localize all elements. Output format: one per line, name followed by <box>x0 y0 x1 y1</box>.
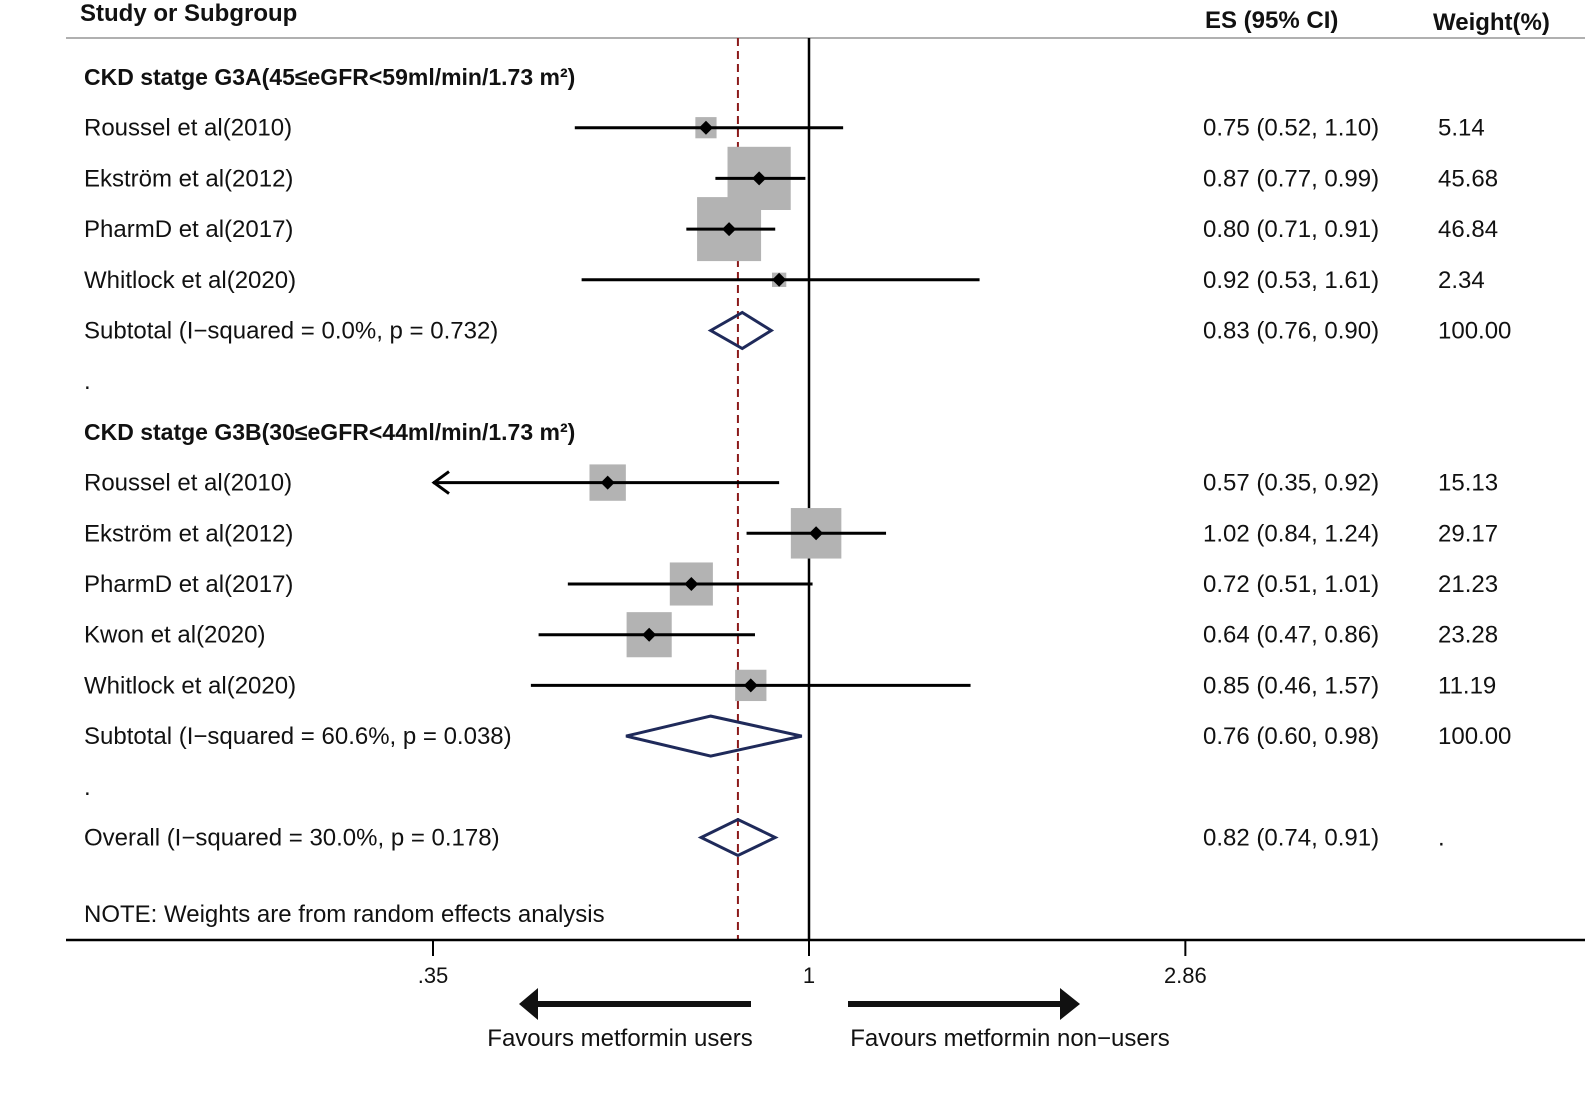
es-value: 0.83 (0.76, 0.90) <box>1203 318 1379 345</box>
subgroup-label: CKD statge G3B(30≤eGFR<44ml/min/1.73 m²) <box>84 419 575 445</box>
es-values: 0.75 (0.52, 1.10) 0.87 (0.77, 0.99) 0.80 (… <box>1203 115 1379 852</box>
es-value: 0.85 (0.46, 1.57) <box>1203 672 1379 699</box>
row-label: PharmD et al(2017) <box>84 571 293 598</box>
es-value: 0.76 (0.60, 0.98) <box>1203 723 1379 750</box>
weight-values: 5.14 45.68 46.84 2.34 100.00 15.13 29.17 21.23 2… <box>1438 115 1511 852</box>
point-estimate <box>809 526 824 541</box>
row-label: Ekström et al(2012) <box>84 165 293 192</box>
row-label: Subtotal (I−squared = 60.6%, p = 0.038) <box>84 723 512 750</box>
weight-value: 15.13 <box>1438 470 1498 497</box>
x-axis: .35 1 2.86 <box>66 938 1585 988</box>
row-label: PharmD et al(2017) <box>84 216 293 243</box>
weight-value: 46.84 <box>1438 216 1498 243</box>
row-label: Whitlock et al(2020) <box>84 672 296 699</box>
row-label: Roussel et al(2010) <box>84 470 292 497</box>
study-column-header: Study or Subgroup <box>80 0 297 27</box>
es-value: 1.02 (0.84, 1.24) <box>1203 520 1379 547</box>
plot-marks <box>431 117 980 858</box>
weight-value: 21.23 <box>1438 571 1498 598</box>
favours-right-arrow <box>848 988 1080 1020</box>
weight-value: 100.00 <box>1438 723 1511 750</box>
weight-value: 5.14 <box>1438 115 1485 142</box>
overall-diamond <box>697 817 779 858</box>
x-tick-label: 2.86 <box>1164 963 1207 988</box>
es-value: 0.82 (0.74, 0.91) <box>1203 825 1379 852</box>
x-tick-label: .35 <box>418 963 449 988</box>
weight-value: 2.34 <box>1438 267 1485 294</box>
point-estimate <box>600 475 615 490</box>
point-estimate <box>698 120 713 135</box>
es-value: 0.80 (0.71, 0.91) <box>1203 216 1379 243</box>
point-estimate <box>642 627 657 642</box>
row-labels: CKD statge G3A(45≤eGFR<59ml/min/1.73 m²)… <box>84 64 575 852</box>
es-column-header: ES (95% CI) <box>1205 7 1338 34</box>
es-value: 0.57 (0.35, 0.92) <box>1203 470 1379 497</box>
row-label: Overall (I−squared = 30.0%, p = 0.178) <box>84 825 500 852</box>
row-label: Ekström et al(2012) <box>84 520 293 547</box>
weight-value: . <box>1438 825 1445 852</box>
es-value: 0.75 (0.52, 1.10) <box>1203 115 1379 142</box>
note-text: NOTE: Weights are from random effects an… <box>84 901 605 928</box>
weight-value: 23.28 <box>1438 622 1498 649</box>
point-estimate <box>743 678 758 693</box>
subtotal-diamond <box>625 714 803 758</box>
spacer-dot: . <box>84 368 91 395</box>
weight-value: 45.68 <box>1438 165 1498 192</box>
weight-column-header: Weight(%) <box>1433 9 1550 36</box>
favours-right-label: Favours metformin non−users <box>850 1025 1169 1052</box>
subgroup-label: CKD statge G3A(45≤eGFR<59ml/min/1.73 m²) <box>84 64 575 90</box>
favours-left-arrow <box>519 988 751 1020</box>
row-label: Kwon et al(2020) <box>84 622 265 649</box>
es-value: 0.92 (0.53, 1.61) <box>1203 267 1379 294</box>
weight-value: 29.17 <box>1438 520 1498 547</box>
row-label: Roussel et al(2010) <box>84 115 292 142</box>
x-tick-label: 1 <box>803 963 815 988</box>
ci-truncation-arrow <box>431 470 450 495</box>
spacer-dot: . <box>84 774 91 801</box>
weight-value: 11.19 <box>1438 672 1496 699</box>
point-estimate <box>752 171 767 186</box>
subtotal-diamond <box>707 310 775 351</box>
row-label: Whitlock et al(2020) <box>84 267 296 294</box>
favours-left-label: Favours metformin users <box>487 1025 752 1052</box>
es-value: 0.87 (0.77, 0.99) <box>1203 165 1379 192</box>
weight-value: 100.00 <box>1438 318 1511 345</box>
point-estimate <box>772 272 787 287</box>
es-value: 0.64 (0.47, 0.86) <box>1203 622 1379 649</box>
point-estimate <box>684 577 699 591</box>
row-label: Subtotal (I−squared = 0.0%, p = 0.732) <box>84 318 498 345</box>
point-estimate <box>722 222 737 237</box>
es-value: 0.72 (0.51, 1.01) <box>1203 571 1379 598</box>
